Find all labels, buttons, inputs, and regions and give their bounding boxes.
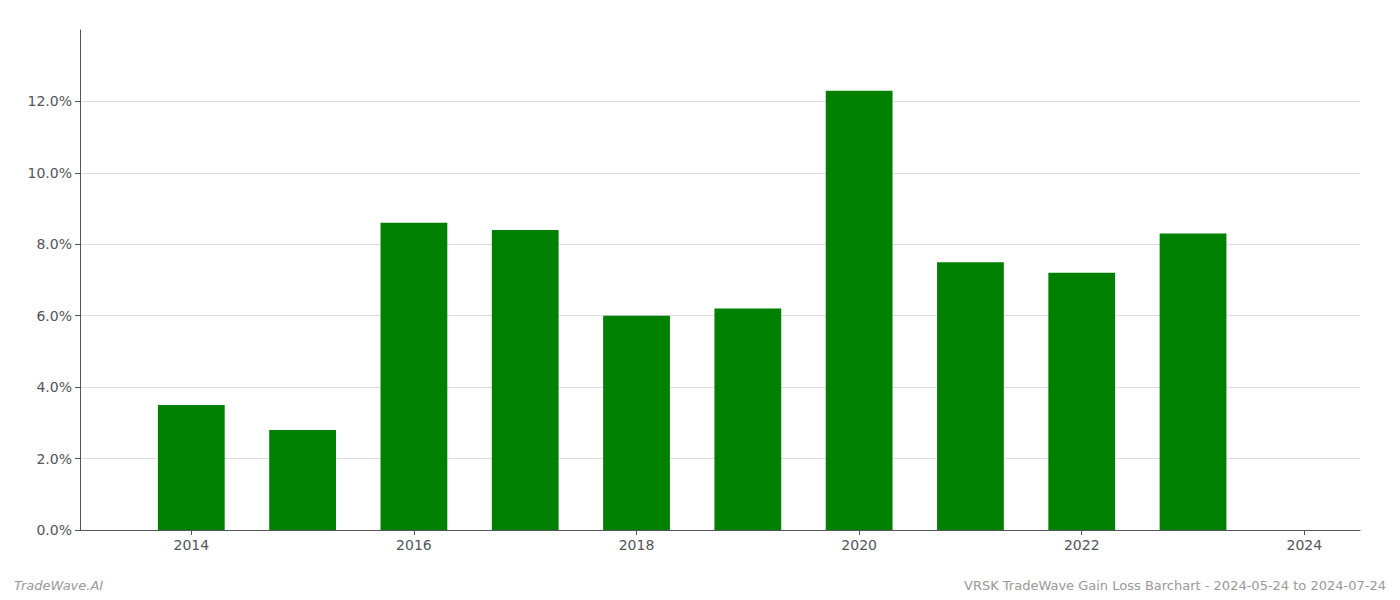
svg-text:TradeWave.AI: TradeWave.AI [14, 578, 103, 593]
svg-text:10.0%: 10.0% [28, 165, 72, 181]
svg-text:2018: 2018 [619, 537, 655, 553]
svg-text:2014: 2014 [173, 537, 209, 553]
svg-text:2024: 2024 [1287, 537, 1323, 553]
svg-text:2020: 2020 [841, 537, 877, 553]
svg-text:8.0%: 8.0% [36, 236, 72, 252]
svg-text:12.0%: 12.0% [28, 93, 72, 109]
svg-text:6.0%: 6.0% [36, 308, 72, 324]
svg-text:2.0%: 2.0% [36, 451, 72, 467]
svg-text:4.0%: 4.0% [36, 379, 72, 395]
svg-text:2022: 2022 [1064, 537, 1100, 553]
svg-text:VRSK TradeWave Gain Loss Barch: VRSK TradeWave Gain Loss Barchart - 2024… [964, 578, 1386, 593]
svg-text:0.0%: 0.0% [36, 522, 72, 538]
svg-text:2016: 2016 [396, 537, 432, 553]
